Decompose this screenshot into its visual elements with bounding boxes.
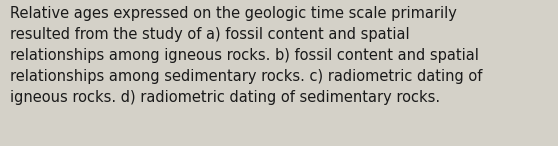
Text: Relative ages expressed on the geologic time scale primarily
resulted from the s: Relative ages expressed on the geologic … — [10, 6, 483, 105]
